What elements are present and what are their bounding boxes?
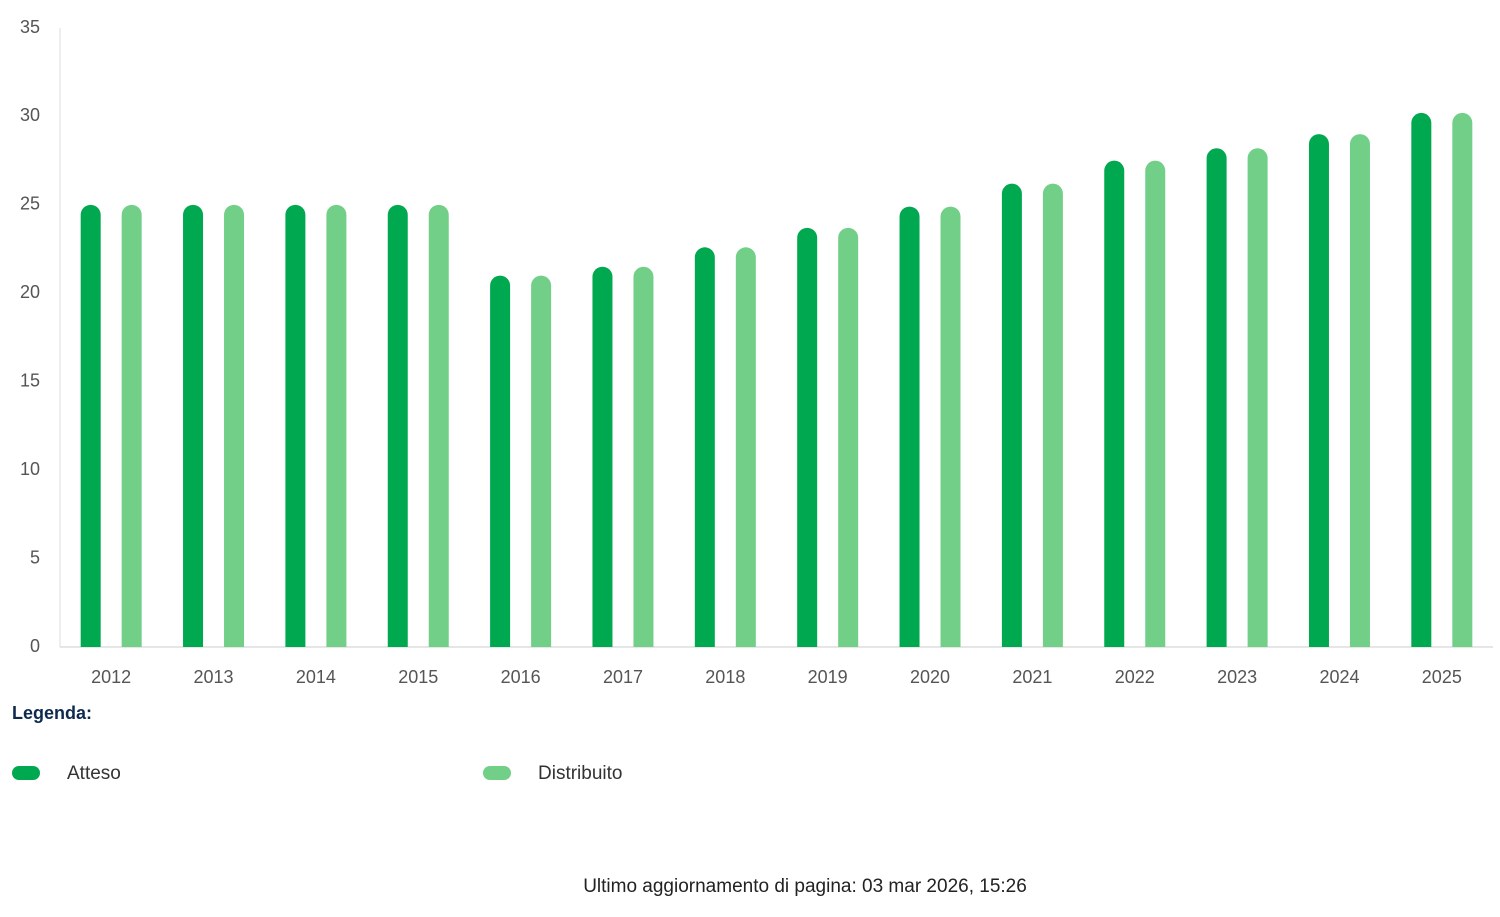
x-tick-label: 2021: [1012, 667, 1052, 687]
bar: [285, 204, 306, 647]
legend-swatch: [483, 766, 511, 780]
y-tick-label: 25: [20, 194, 40, 214]
bar: [940, 206, 961, 647]
x-tick-label: 2025: [1422, 667, 1462, 687]
bar: [1001, 183, 1022, 647]
x-tick-label: 2022: [1115, 667, 1155, 687]
x-tick-label: 2019: [808, 667, 848, 687]
bar: [531, 275, 552, 647]
y-tick-label: 5: [30, 547, 40, 567]
bar: [838, 227, 859, 647]
x-tick-label: 2014: [296, 667, 336, 687]
footer: Ultimo aggiornamento di pagina: 03 mar 2…: [583, 876, 1027, 897]
bar: [1411, 112, 1432, 648]
bar: [121, 204, 142, 647]
bar: [797, 227, 818, 647]
x-tick-label: 2013: [194, 667, 234, 687]
bar: [387, 204, 408, 647]
y-tick-label: 10: [20, 459, 40, 479]
bar: [735, 247, 756, 647]
bar: [224, 204, 245, 647]
legend-label: Atteso: [67, 763, 121, 784]
x-tick-label: 2024: [1319, 667, 1359, 687]
legend-title: Legenda:: [12, 703, 92, 723]
bar: [633, 266, 654, 647]
bar: [428, 204, 449, 647]
bar: [80, 204, 101, 647]
x-tick-label: 2020: [910, 667, 950, 687]
bar: [1206, 148, 1227, 647]
x-tick-label: 2018: [705, 667, 745, 687]
bar: [490, 275, 511, 647]
bar: [899, 206, 920, 647]
y-tick-label: 20: [20, 282, 40, 302]
x-tick-label: 2017: [603, 667, 643, 687]
bar: [1452, 112, 1473, 648]
legend-label: Distribuito: [538, 763, 622, 784]
y-tick-label: 30: [20, 105, 40, 125]
bar: [1308, 134, 1329, 648]
bar: [1349, 134, 1370, 648]
bar: [326, 204, 347, 647]
x-tick-label: 2023: [1217, 667, 1257, 687]
bar: [1042, 183, 1063, 647]
bar: [1104, 160, 1125, 647]
bar: [1247, 148, 1268, 647]
x-tick-label: 2012: [91, 667, 131, 687]
x-tick-label: 2016: [501, 667, 541, 687]
bar: [1145, 160, 1166, 647]
x-tick-label: 2015: [398, 667, 438, 687]
bar: [183, 204, 204, 647]
bar: [592, 266, 613, 647]
legend-swatch: [12, 766, 40, 780]
y-tick-label: 15: [20, 370, 40, 390]
bar: [694, 247, 715, 647]
y-tick-label: 35: [20, 17, 40, 37]
y-tick-label: 0: [30, 636, 40, 656]
